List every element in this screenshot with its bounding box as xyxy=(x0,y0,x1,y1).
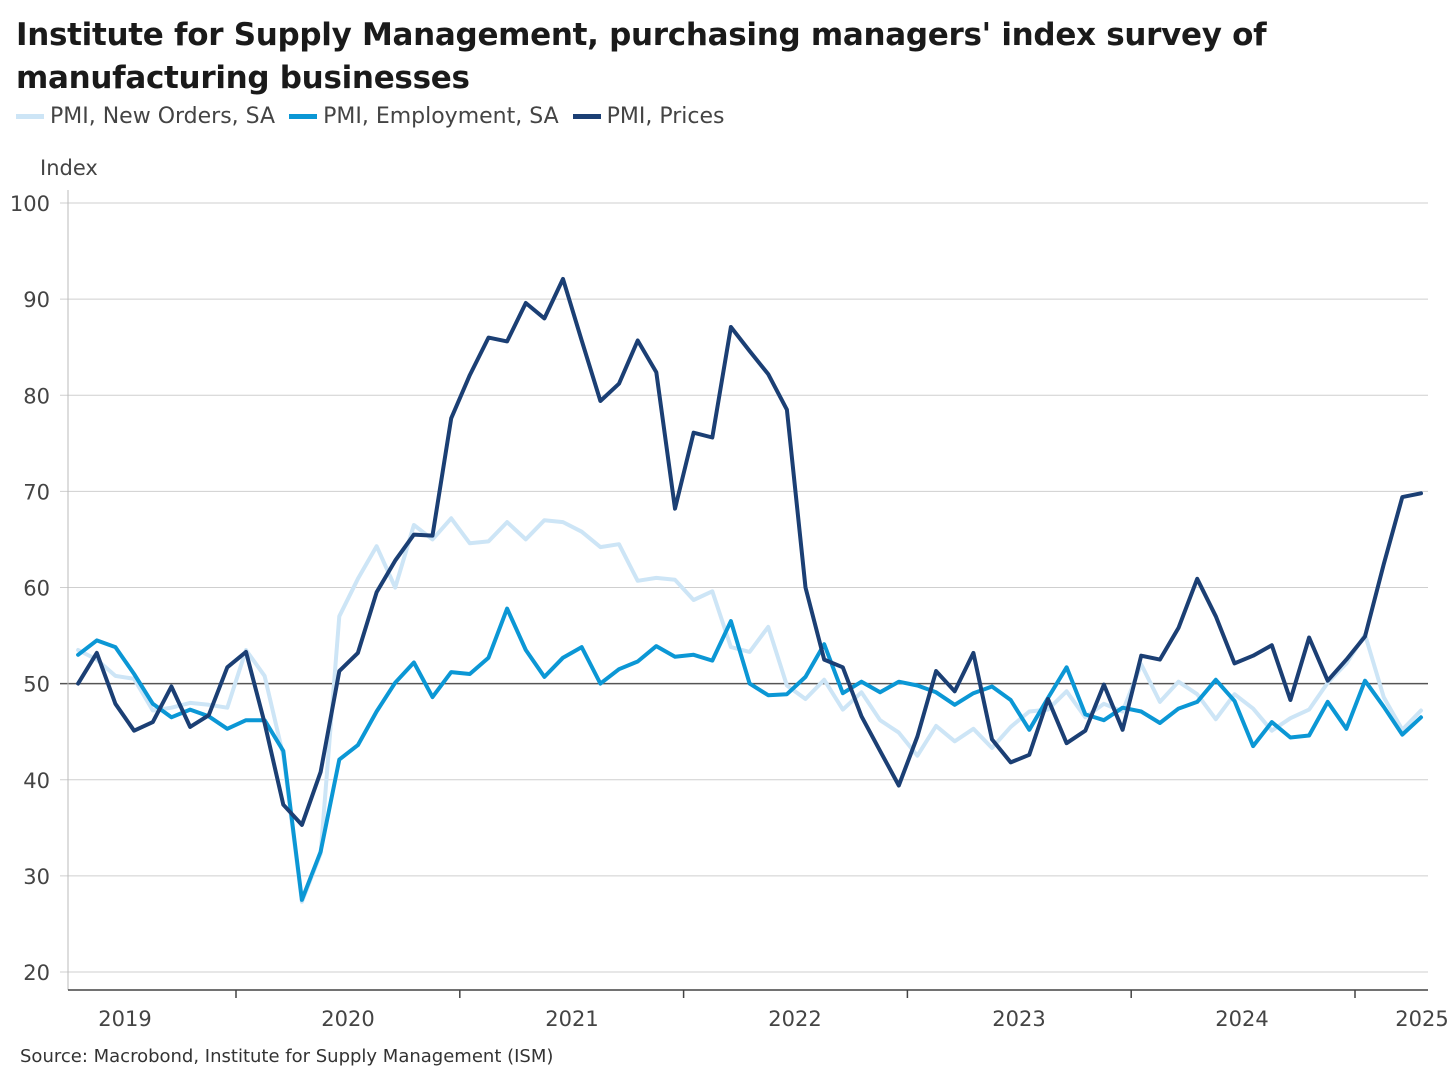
x-tick-label: 2025 xyxy=(1395,1007,1448,1031)
chart-title: Institute for Supply Management, purchas… xyxy=(16,17,1267,96)
legend-label-prices: PMI, Prices xyxy=(606,104,725,129)
series-line-pmi-employment-sa xyxy=(76,606,1423,902)
y-tick-label: 90 xyxy=(23,288,50,312)
source-note: Source: Macrobond, Institute for Supply … xyxy=(20,1046,554,1067)
series-line-pmi-new-orders-sa xyxy=(76,516,1423,904)
y-tick-label: 60 xyxy=(23,577,50,601)
legend-swatch-new-orders xyxy=(16,114,44,119)
legend-item-new-orders: PMI, New Orders, SA xyxy=(16,104,275,129)
y-tick-label: 50 xyxy=(23,673,50,697)
y-tick-label: 40 xyxy=(23,769,50,793)
x-tick-label: 2022 xyxy=(768,1007,821,1031)
legend-item-employment: PMI, Employment, SA xyxy=(289,104,559,129)
legend-swatch-employment xyxy=(289,114,318,119)
x-tick-label: 2024 xyxy=(1215,1007,1268,1031)
legend: PMI, New Orders, SA PMI, Employment, SA … xyxy=(16,104,725,129)
y-axis-label: Index xyxy=(40,156,98,180)
y-tick-label: 20 xyxy=(23,961,50,985)
x-tick-label: 2020 xyxy=(321,1007,374,1031)
y-tick-label: 70 xyxy=(23,480,50,504)
legend-label-new-orders: PMI, New Orders, SA xyxy=(50,104,276,129)
x-tick-label: 2021 xyxy=(545,1007,598,1031)
y-tick-label: 80 xyxy=(23,384,50,408)
series-line-pmi-prices xyxy=(76,276,1423,827)
legend-item-prices: PMI, Prices xyxy=(572,104,725,129)
x-tick-label: 2023 xyxy=(992,1007,1045,1031)
y-tick-label: 30 xyxy=(23,865,50,889)
legend-swatch-prices xyxy=(572,114,601,119)
legend-label-employment: PMI, Employment, SA xyxy=(323,104,559,129)
x-tick-label: 2019 xyxy=(98,1007,151,1031)
y-tick-label: 100 xyxy=(10,192,50,216)
